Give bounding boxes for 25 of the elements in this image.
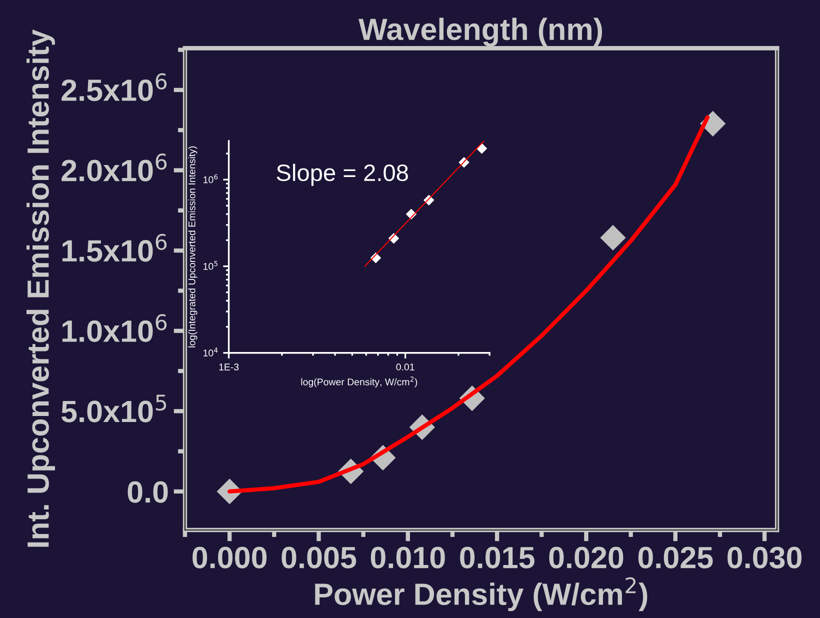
y-tick-label: 0.0 (128, 481, 168, 503)
x-axis-title: Power Density (W/cm$^{2}$) (315, 577, 648, 612)
y-tick-label: 1.0x10$^{6}$ (62, 314, 167, 342)
y-tick-label: 1.5x10$^{6}$ (62, 234, 167, 262)
y-tick-label: 2.0x10$^{6}$ (62, 154, 167, 182)
x2-axis-title: Wavelength (nm) (358, 18, 602, 46)
y-axis-title: Int. Upconverted Emission Intensity (26, 29, 55, 547)
x-tick-label: 0.020 (549, 546, 624, 568)
x-tick-label: 0.01 (396, 364, 414, 370)
y-axis-title: log(Integrated Upconverted Emission Intensity) (188, 146, 198, 348)
x-axis-title: log(Power Density, W/cm$^{2}$) (301, 376, 418, 388)
y-tick-label: 5.0x10$^{5}$ (61, 394, 166, 422)
y-tick-label: 10$^{6}$ (204, 174, 218, 184)
x-tick-label: 0.015 (460, 546, 534, 568)
x-tick-label: 0.000 (192, 546, 267, 568)
x-tick-label: 0.005 (282, 546, 356, 568)
x-tick-label: 0.025 (638, 546, 713, 568)
point (600, 224, 626, 251)
y-tick-label: 2.5x10$^{6}$ (62, 73, 167, 102)
x-tick-label: 0.010 (370, 546, 445, 568)
annotation: Slope = 2.08 (276, 164, 408, 186)
x-tick-label: 0.030 (728, 546, 802, 568)
y-tick-label: 10$^{4}$ (204, 348, 218, 356)
y-tick-label: 10$^{5}$ (204, 261, 218, 270)
x-tick-label: 1E-3 (219, 364, 239, 370)
